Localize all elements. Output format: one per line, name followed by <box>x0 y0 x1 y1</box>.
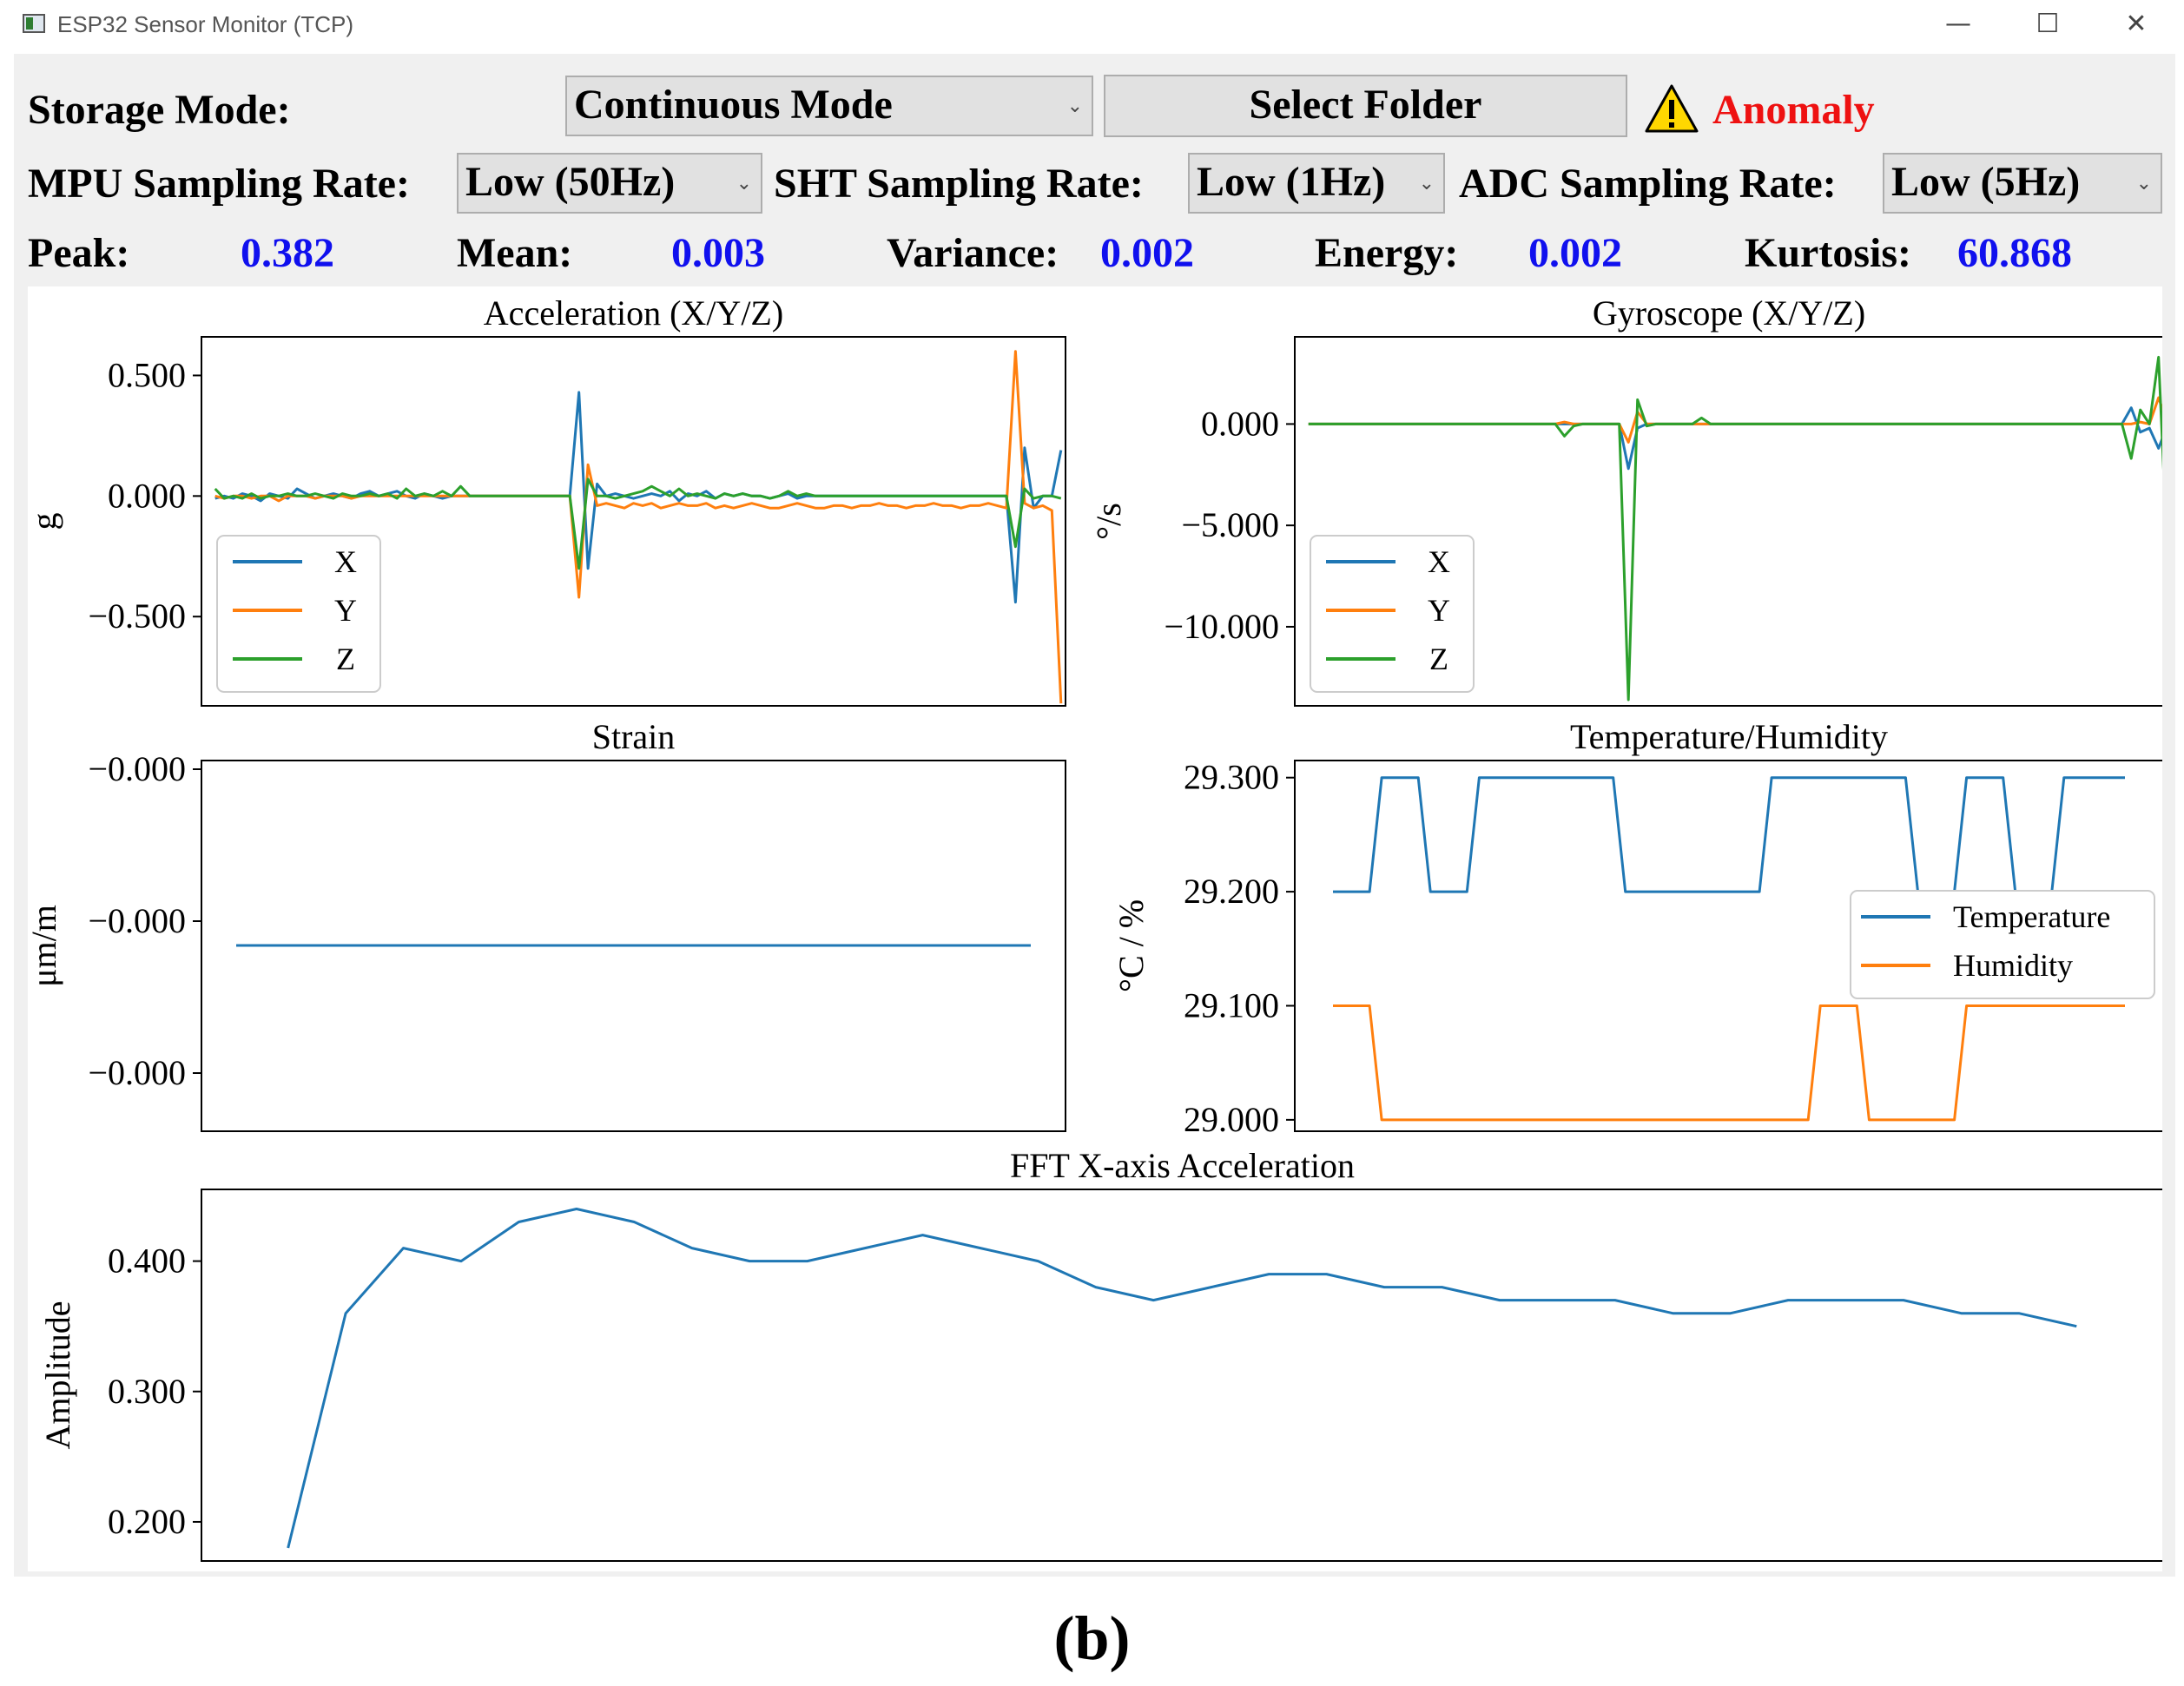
strain-y-tick-label: −0.000 <box>88 749 186 788</box>
acc-legend-label: X <box>334 544 357 579</box>
strain-chart-title: Strain <box>592 717 676 756</box>
acc-legend-label: Y <box>334 593 357 628</box>
temp-y-tick-label: 29.000 <box>1184 1100 1279 1139</box>
acc-legend <box>216 535 381 693</box>
warning-icon <box>1645 84 1699 133</box>
gyro-series-line-x <box>1308 406 2162 471</box>
chevron-down-icon: ⌄ <box>2135 173 2152 194</box>
strain-y-axis-label: μm/m <box>28 905 63 987</box>
storage-mode-select[interactable]: Continuous Mode ⌄ <box>565 76 1093 136</box>
gyro-series-line-z <box>1308 355 2162 701</box>
fft-chart-title: FFT X-axis Acceleration <box>1010 1146 1355 1185</box>
acc-chart-title: Acceleration (X/Y/Z) <box>484 293 783 333</box>
sht-rate-value: Low (1Hz) <box>1197 159 1386 205</box>
window-title: ESP32 Sensor Monitor (TCP) <box>57 11 354 37</box>
acc-axes-frame <box>201 336 1066 707</box>
plot-canvas: Acceleration (X/Y/Z)g0.5000.000−0.500XYZ… <box>28 293 2162 1562</box>
variance-value: 0.002 <box>1100 230 1194 276</box>
temp-series-line-humidity <box>1333 1004 2125 1122</box>
fft-y-tick-label: 0.300 <box>108 1372 186 1411</box>
adc-rate-select[interactable]: Low (5Hz) ⌄ <box>1883 153 2162 214</box>
temp-legend-label: Humidity <box>1953 948 2073 983</box>
fft-axes-frame <box>201 1189 2162 1562</box>
chevron-down-icon: ⌄ <box>1418 173 1435 194</box>
energy-label: Energy: <box>1315 230 1459 276</box>
title-bar: ESP32 Sensor Monitor (TCP) — ☐ ✕ <box>0 0 2184 50</box>
chevron-down-icon: ⌄ <box>1066 95 1083 117</box>
temp-axes-frame <box>1294 760 2162 1132</box>
temp-chart-title: Temperature/Humidity <box>1570 717 1888 756</box>
kurtosis-label: Kurtosis: <box>1745 230 1911 276</box>
temp-y-tick-label: 29.100 <box>1184 985 1279 1024</box>
figure-caption: (b) <box>1053 1604 1131 1673</box>
storage-mode-label: Storage Mode: <box>28 87 291 133</box>
chevron-down-icon: ⌄ <box>736 173 752 194</box>
minimize-icon[interactable]: — <box>1945 9 1971 39</box>
temp-legend-label: Temperature <box>1953 899 2110 934</box>
acc-y-tick-label: −0.500 <box>88 596 186 636</box>
strain-y-tick-label: −0.000 <box>88 901 186 940</box>
gyro-y-tick-label: −5.000 <box>1181 505 1279 544</box>
app-window-icon <box>23 14 45 33</box>
gyro-y-tick-label: −10.000 <box>1164 607 1279 646</box>
mpu-rate-select[interactable]: Low (50Hz) ⌄ <box>457 153 762 214</box>
acc-series-line-z <box>214 477 1062 570</box>
sht-rate-select[interactable]: Low (1Hz) ⌄ <box>1188 153 1445 214</box>
fft-y-tick-label: 0.400 <box>108 1241 186 1281</box>
gyro-series-line-y <box>1308 396 2162 444</box>
maximize-icon[interactable]: ☐ <box>2036 9 2060 39</box>
fft-y-axis-label: Amplitude <box>38 1301 77 1449</box>
gyro-axes-frame <box>1294 336 2162 707</box>
mpu-rate-value: Low (50Hz) <box>465 159 676 205</box>
gyro-chart-title: Gyroscope (X/Y/Z) <box>1593 293 1865 333</box>
gyro-legend-label: Y <box>1428 593 1450 628</box>
gyro-y-tick-label: 0.000 <box>1201 404 1279 443</box>
temp-y-tick-label: 29.200 <box>1184 872 1279 911</box>
temp-y-tick-label: 29.300 <box>1184 758 1279 797</box>
strain-axes-frame <box>201 760 1066 1132</box>
close-icon[interactable]: ✕ <box>2125 9 2148 39</box>
kurtosis-value: 60.868 <box>1957 230 2072 276</box>
anomaly-status: Anomaly <box>1712 87 1875 133</box>
fft-y-tick-label: 0.200 <box>108 1502 186 1541</box>
plot-figure: Acceleration (X/Y/Z) g 0.500 0.000 −0.500 X Y Z… <box>28 286 2162 1571</box>
gyro-y-axis-label: °/s <box>1089 503 1128 540</box>
sht-rate-label: SHT Sampling Rate: <box>774 161 1144 207</box>
gyro-legend <box>1310 535 1475 693</box>
variance-label: Variance: <box>887 230 1059 276</box>
gyro-legend-label: Z <box>1429 642 1448 676</box>
acc-y-tick-label: 0.500 <box>108 355 186 394</box>
strain-y-tick-label: −0.000 <box>88 1053 186 1092</box>
mean-value: 0.003 <box>671 230 765 276</box>
mean-label: Mean: <box>457 230 573 276</box>
adc-rate-label: ADC Sampling Rate: <box>1459 161 1837 207</box>
peak-label: Peak: <box>28 230 130 276</box>
mpu-rate-label: MPU Sampling Rate: <box>28 161 410 207</box>
acc-y-axis-label: g <box>28 513 63 530</box>
acc-legend-label: Z <box>336 642 355 676</box>
gyro-legend-label: X <box>1428 544 1450 579</box>
peak-value: 0.382 <box>241 230 334 276</box>
select-folder-button[interactable]: Select Folder <box>1104 75 1627 137</box>
energy-value: 0.002 <box>1528 230 1622 276</box>
temp-y-axis-label: °C / % <box>1112 899 1151 992</box>
adc-rate-value: Low (5Hz) <box>1891 159 2081 205</box>
acc-y-tick-label: 0.000 <box>108 476 186 515</box>
fft-series-line-fft <box>287 1208 2077 1549</box>
temp-series-line-temperature <box>1333 776 2125 893</box>
storage-mode-value: Continuous Mode <box>574 82 893 128</box>
